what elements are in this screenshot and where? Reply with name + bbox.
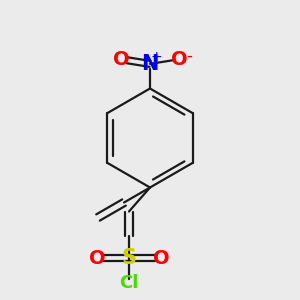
Text: N: N (141, 54, 159, 74)
Text: O: O (112, 50, 129, 69)
Text: Cl: Cl (119, 274, 139, 292)
Text: O: O (88, 248, 105, 268)
Text: S: S (122, 248, 136, 268)
Text: O: O (153, 248, 169, 268)
Text: O: O (171, 50, 188, 69)
Text: +: + (151, 50, 162, 64)
Text: -: - (186, 46, 192, 64)
